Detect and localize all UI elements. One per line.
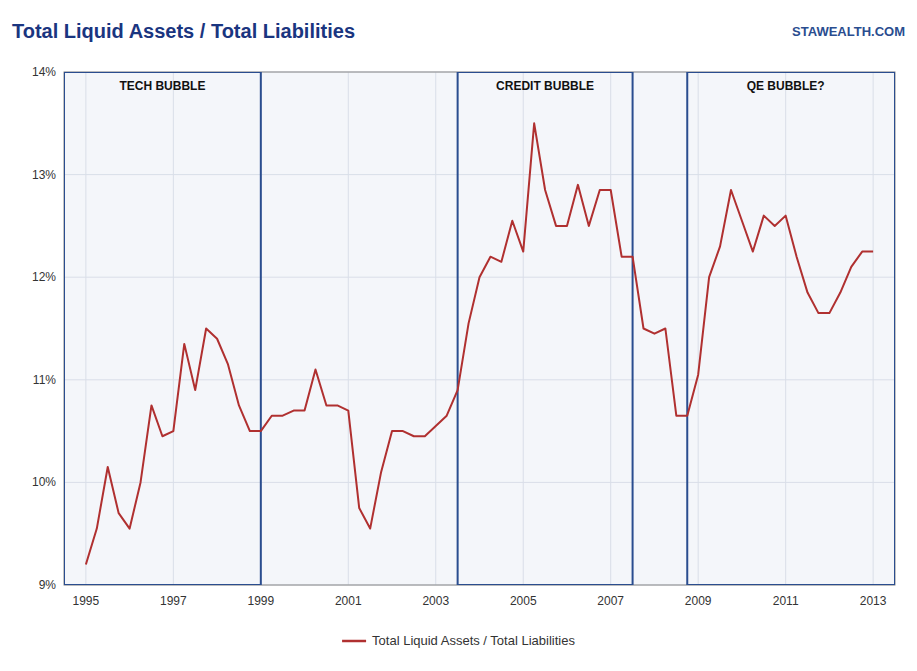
- x-grid-line: [785, 72, 786, 585]
- y-tick-label: 12%: [32, 270, 56, 284]
- legend-label: Total Liquid Assets / Total Liabilities: [372, 633, 575, 648]
- x-grid-line: [873, 72, 874, 585]
- y-grid-line: [64, 379, 895, 380]
- x-tick-label: 2001: [335, 594, 362, 608]
- y-grid-line: [64, 174, 895, 175]
- bubble-label: QE BUBBLE?: [747, 79, 825, 93]
- x-tick-label: 2007: [597, 594, 624, 608]
- x-grid-line: [435, 72, 436, 585]
- y-tick-label: 11%: [33, 373, 56, 387]
- bubble-box: [458, 72, 633, 585]
- x-tick-label: 2005: [510, 594, 537, 608]
- x-grid-line: [85, 72, 86, 585]
- legend-swatch: [342, 640, 366, 643]
- y-tick-label: 13%: [32, 168, 56, 182]
- x-grid-line: [610, 72, 611, 585]
- title: Total Liquid Assets / Total Liabilities: [12, 20, 355, 42]
- x-grid-line: [173, 72, 174, 585]
- series-line: [86, 123, 873, 564]
- x-tick-label: 1995: [73, 594, 100, 608]
- x-tick-label: 2009: [685, 594, 712, 608]
- legend-item: Total Liquid Assets / Total Liabilities: [342, 633, 575, 648]
- bubble-box: [687, 72, 895, 585]
- x-tick-label: 2003: [422, 594, 449, 608]
- x-grid-line: [348, 72, 349, 585]
- plot-frame: [64, 72, 895, 585]
- bubble-label: TECH BUBBLE: [119, 79, 205, 93]
- y-grid-line: [64, 482, 895, 483]
- x-tick-label: 1999: [247, 594, 274, 608]
- plot-marks: [64, 72, 895, 585]
- x-grid-line: [698, 72, 699, 585]
- grid: [64, 72, 895, 585]
- plot-area: [64, 72, 895, 585]
- x-tick-label: 2011: [773, 594, 799, 608]
- x-tick-label: 2013: [860, 594, 887, 608]
- watermark: STAWEALTH.COM: [792, 24, 905, 39]
- y-tick-label: 9%: [39, 578, 57, 592]
- chart: 9% 10% 11% 12% 13% 14% 1995 1997 1999 2001 2003 200…: [0, 0, 917, 671]
- legend: Total Liquid Assets / Total Liabilities: [342, 633, 575, 648]
- x-grid-line: [523, 72, 524, 585]
- x-tick-label: 1997: [160, 594, 187, 608]
- bubble-label: CREDIT BUBBLE: [496, 79, 594, 93]
- y-tick-label: 10%: [32, 475, 56, 489]
- y-tick-label: 14%: [32, 65, 56, 79]
- bubble-box: [64, 72, 261, 585]
